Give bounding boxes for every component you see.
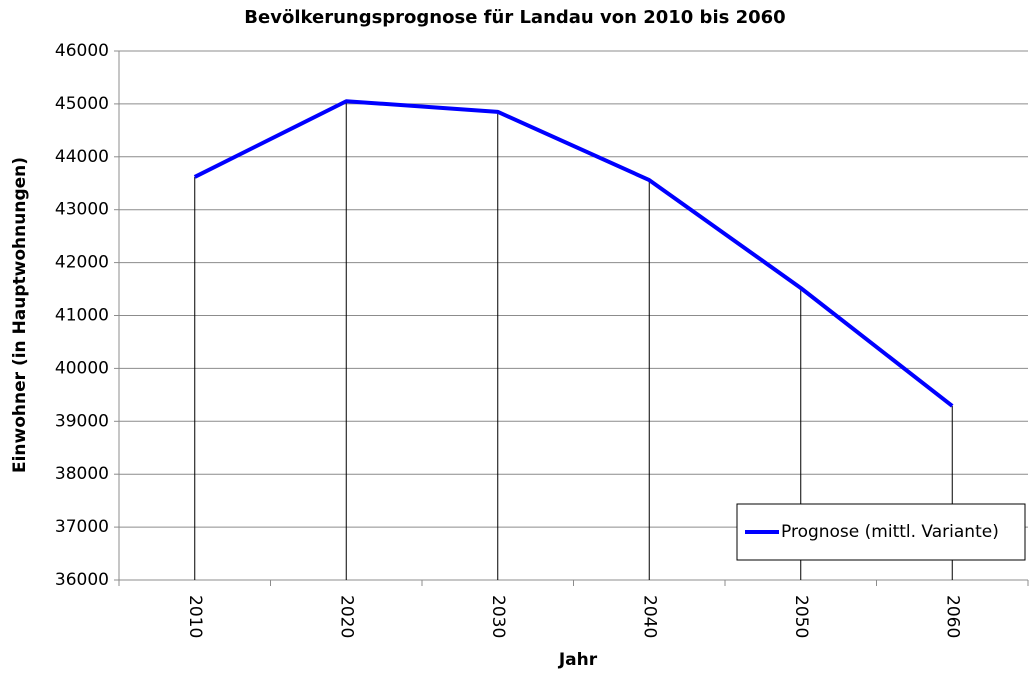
y-tick-label: 42000 <box>55 253 109 273</box>
x-axis-label: Jahr <box>558 650 598 670</box>
legend-label: Prognose (mittl. Variante) <box>781 522 999 542</box>
y-tick-label: 43000 <box>55 200 109 220</box>
y-axis-label: Einwohner (in Hauptwohnungen) <box>10 157 30 473</box>
y-tick-label: 40000 <box>55 358 109 378</box>
y-tick-label: 41000 <box>55 306 109 326</box>
x-tick-label: 2040 <box>639 595 659 638</box>
y-tick-label: 46000 <box>55 41 109 61</box>
y-tick-label: 44000 <box>55 147 109 167</box>
y-tick-label: 45000 <box>55 94 109 114</box>
legend-box <box>736 503 1026 561</box>
chart-title: Bevölkerungsprognose für Landau von 2010… <box>244 7 785 28</box>
y-tick-label: 38000 <box>55 464 109 484</box>
y-tick-label: 36000 <box>55 570 109 590</box>
x-tick-label: 2020 <box>336 595 356 638</box>
x-tick-label: 2010 <box>185 595 205 638</box>
x-tick-label: 2030 <box>488 595 508 638</box>
y-tick-label: 37000 <box>55 517 109 537</box>
x-tick-label: 2060 <box>942 595 962 638</box>
series-line <box>193 99 954 408</box>
x-tick-label: 2050 <box>791 595 811 638</box>
y-tick-label: 39000 <box>55 411 109 431</box>
